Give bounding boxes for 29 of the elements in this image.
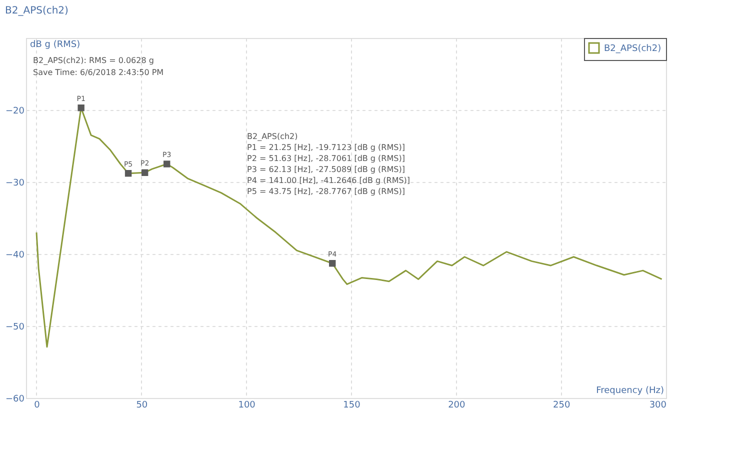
x-tick-label: 300 [649, 400, 667, 410]
annotation: Save Time: 6/6/2018 2:43:50 PM [33, 68, 164, 77]
chart-title: B2_APS(ch2) [5, 6, 69, 16]
annotation: B2_APS(ch2) [247, 132, 298, 141]
x-tick-label: 150 [343, 400, 361, 410]
y-tick-label: −40 [6, 250, 25, 260]
point [329, 260, 336, 267]
x-tick-label: 0 [34, 400, 40, 410]
annotation: P1 = 21.25 [Hz], -19.7123 [dB g (RMS)] [247, 143, 405, 152]
annotation: P2 = 51.63 [Hz], -28.7061 [dB g (RMS)] [247, 154, 405, 163]
y-tick-label: −50 [6, 322, 25, 332]
x-tick-label: 100 [238, 400, 256, 410]
y-tick-label: −60 [6, 394, 25, 404]
annotation: B2_APS(ch2): RMS = 0.0628 g [33, 56, 154, 65]
point [164, 160, 170, 168]
point [141, 169, 148, 176]
annotation: P5 = 43.75 [Hz], -28.7767 [dB g (RMS)] [247, 187, 405, 196]
x-tick-label: 250 [552, 400, 570, 410]
annotation: P3 = 62.13 [Hz], -27.5089 [dB g (RMS)] [247, 165, 405, 174]
y-axis-title: dB g (RMS) [30, 40, 80, 50]
legend-label: B2_APS(ch2) [604, 44, 662, 54]
x-tick-label: 200 [448, 400, 466, 410]
point [78, 104, 84, 112]
y-tick-label: −20 [6, 106, 25, 116]
point [124, 170, 132, 177]
y-tick-label: −30 [6, 178, 25, 188]
annotation: P4 = 141.00 [Hz], -41.2646 [dB g (RMS)] [247, 176, 410, 185]
x-tick-label: 50 [136, 400, 148, 410]
x-axis-title: Frequency (Hz) [596, 386, 664, 396]
